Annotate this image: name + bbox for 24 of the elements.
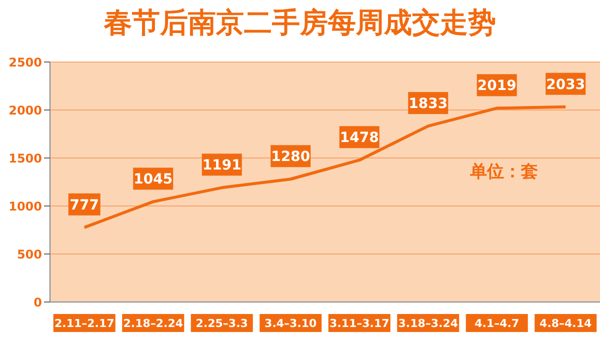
x-tick-label: 2.18–2.24 — [123, 317, 184, 330]
y-tick-label: 1500 — [8, 151, 42, 166]
data-label: 1191 — [202, 158, 242, 174]
y-tick-label: 1000 — [8, 199, 42, 214]
x-tick-label: 3.18–3.24 — [398, 317, 458, 330]
data-label: 777 — [70, 197, 99, 214]
annotation: 单位：套 — [470, 161, 538, 183]
x-tick-label: 3.4–3.10 — [264, 317, 318, 330]
y-tick-label: 0 — [34, 295, 42, 310]
x-tick-label: 2.11–2.17 — [54, 317, 114, 330]
y-tick-label: 2000 — [8, 103, 42, 118]
data-label: 1280 — [271, 149, 310, 166]
data-label: 2033 — [546, 76, 586, 93]
chart-title: 春节后南京二手房每周成交走势 — [102, 5, 497, 41]
y-tick-label: 2500 — [8, 55, 42, 70]
y-tick-label: 500 — [16, 247, 42, 262]
x-tick-label: 2.25–3.3 — [196, 317, 248, 330]
data-label: 1478 — [340, 130, 379, 146]
data-label: 1833 — [408, 96, 448, 112]
x-tick-label: 4.8–4.14 — [540, 317, 592, 330]
x-tick-label: 3.11–3.17 — [329, 317, 390, 330]
data-label: 2019 — [477, 78, 516, 94]
data-label: 1045 — [134, 172, 173, 188]
x-tick-label: 4.1–4.7 — [474, 317, 520, 330]
